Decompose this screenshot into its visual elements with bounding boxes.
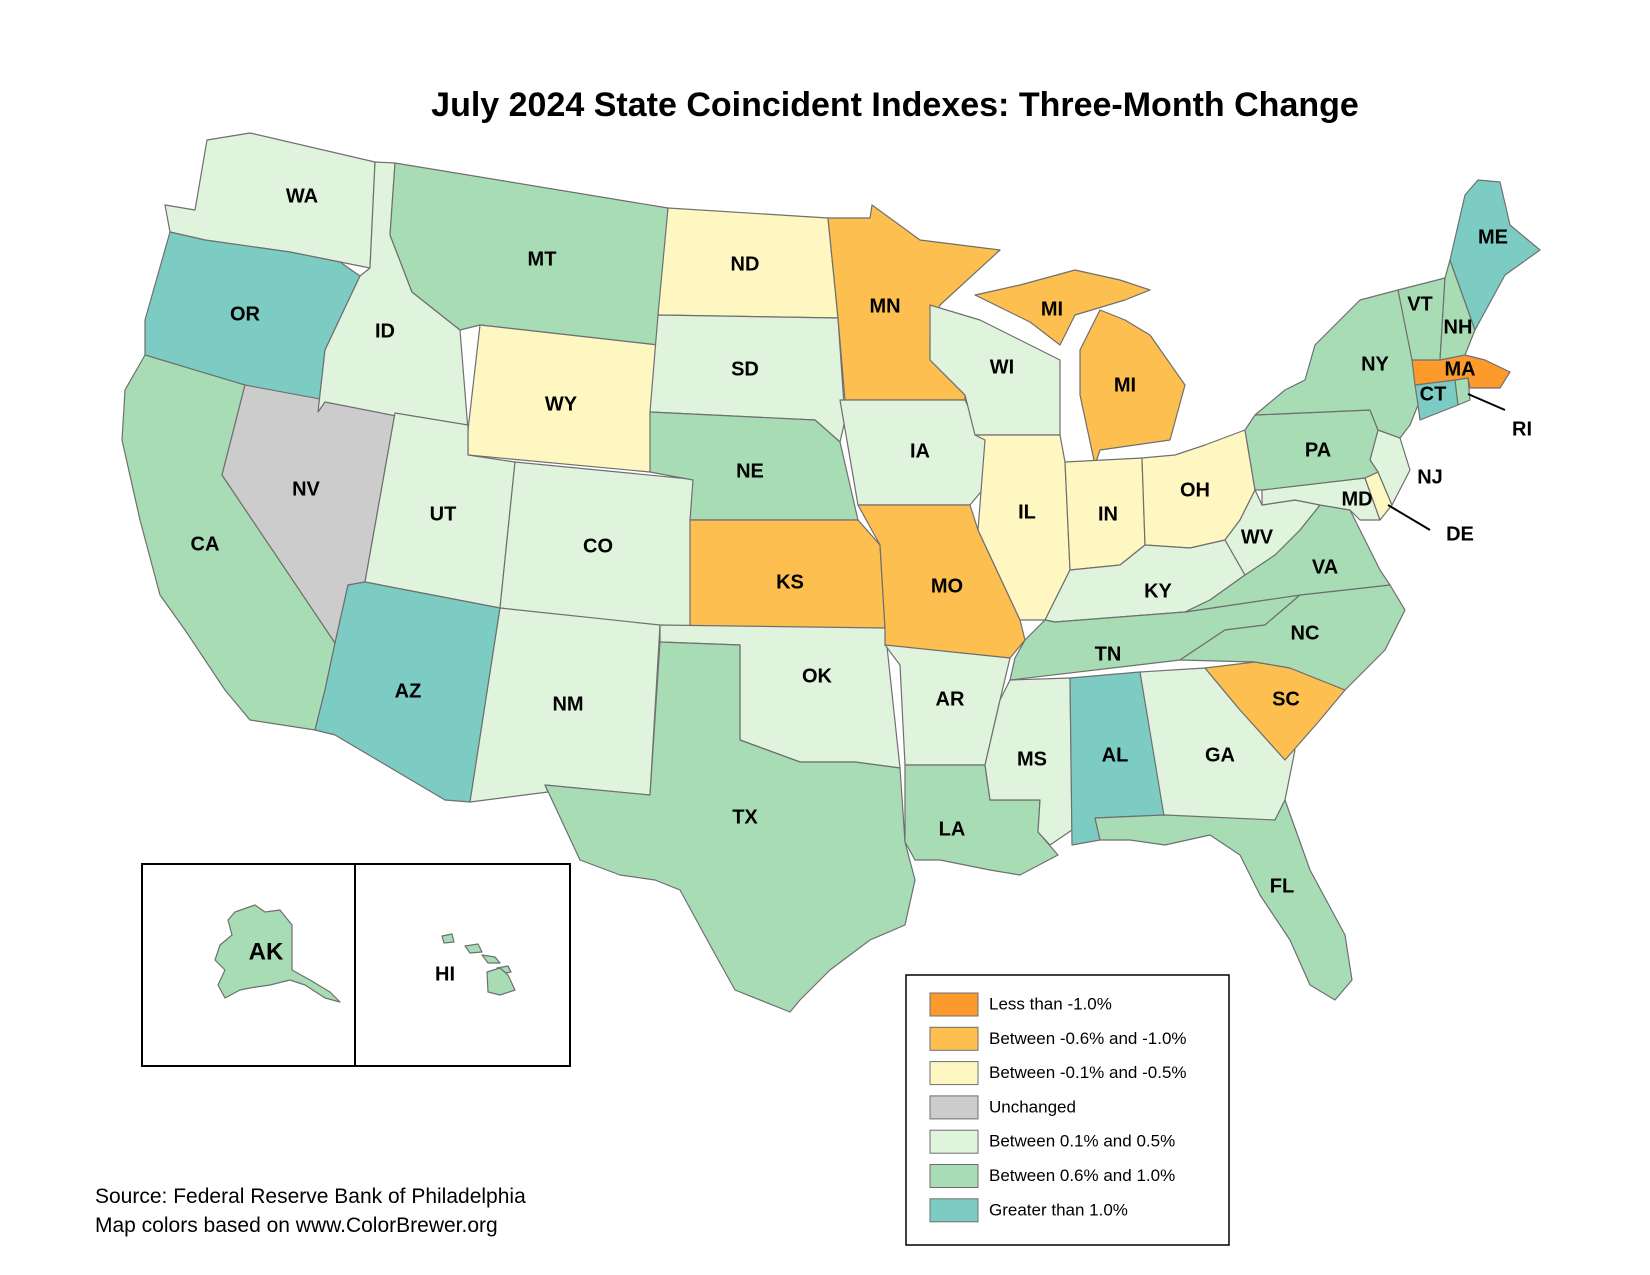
state-RI[interactable] xyxy=(1454,377,1471,406)
map-title: July 2024 State Coincident Indexes: Thre… xyxy=(431,86,1359,124)
label-OK: OK xyxy=(802,665,833,687)
label-IA: IA xyxy=(910,440,930,462)
state-HI-islands-west xyxy=(441,933,483,954)
label-MO: MO xyxy=(931,575,963,597)
label-KS: KS xyxy=(776,571,804,593)
legend-label-pos06_10: Between 0.6% and 1.0% xyxy=(989,1166,1175,1185)
state-NC[interactable] xyxy=(1179,584,1406,691)
legend-swatch-unchanged xyxy=(929,1095,979,1120)
legend-swatch-neg06_neg10 xyxy=(929,1026,979,1051)
legend-swatch-neg01_neg05 xyxy=(929,1061,979,1086)
label-CA: CA xyxy=(191,533,220,555)
state-FL[interactable] xyxy=(1094,799,1353,1001)
label-MD: MD xyxy=(1341,488,1372,510)
label-OR: OR xyxy=(230,303,261,325)
label-VA: VA xyxy=(1312,556,1338,578)
source-line-1: Source: Federal Reserve Bank of Philadel… xyxy=(95,1185,526,1208)
label-LA: LA xyxy=(939,818,966,840)
de-leader-line xyxy=(1387,504,1431,531)
label-CT: CT xyxy=(1420,383,1447,405)
label-MI-lower: MI xyxy=(1114,374,1136,396)
state-shapes xyxy=(121,132,1541,1013)
label-HI: HI xyxy=(435,963,455,985)
label-NY: NY xyxy=(1361,353,1389,375)
label-NV: NV xyxy=(292,478,320,500)
state-MA[interactable] xyxy=(1411,354,1511,389)
label-MI-upper: MI xyxy=(1041,298,1063,320)
state-TX[interactable] xyxy=(544,641,916,1013)
state-NH[interactable] xyxy=(1439,259,1476,361)
legend-label-pos01_05: Between 0.1% and 0.5% xyxy=(989,1132,1175,1151)
label-MT: MT xyxy=(528,248,557,270)
label-ME: ME xyxy=(1478,226,1508,248)
label-WV: WV xyxy=(1241,526,1274,548)
legend-label-neg06_neg10: Between -0.6% and -1.0% xyxy=(989,1029,1187,1048)
label-PA: PA xyxy=(1305,439,1331,461)
label-WI: WI xyxy=(990,356,1014,378)
label-SD: SD xyxy=(731,358,759,380)
label-TX: TX xyxy=(732,806,758,828)
state-AK[interactable] xyxy=(214,904,341,1003)
label-MA: MA xyxy=(1444,358,1475,380)
label-NE: NE xyxy=(736,460,764,482)
label-NH: NH xyxy=(1444,316,1473,338)
label-ID: ID xyxy=(375,320,395,342)
ri-leader-line xyxy=(1467,393,1506,411)
source-line-2: Map colors based on www.ColorBrewer.org xyxy=(95,1214,498,1237)
state-labels: WA OR CA NV ID MT WY UT AZ CO NM ND SD N… xyxy=(191,185,1532,985)
label-VT: VT xyxy=(1407,293,1433,315)
label-NJ: NJ xyxy=(1417,466,1443,488)
label-IL: IL xyxy=(1018,501,1036,523)
label-AR: AR xyxy=(936,688,965,710)
state-HI-group[interactable] xyxy=(441,933,516,996)
state-MO[interactable] xyxy=(857,504,1026,659)
legend-swatch-pos06_10 xyxy=(929,1164,979,1188)
label-WA: WA xyxy=(286,185,318,207)
label-KY: KY xyxy=(1144,580,1172,602)
state-MI-lower[interactable] xyxy=(1079,309,1186,466)
label-DE: DE xyxy=(1446,523,1474,545)
label-ND: ND xyxy=(731,253,760,275)
legend-label-lt_neg1: Less than -1.0% xyxy=(989,994,1112,1013)
legend-swatch-lt_neg1 xyxy=(929,992,979,1017)
label-AZ: AZ xyxy=(395,680,422,702)
label-RI: RI xyxy=(1512,418,1532,440)
label-AK: AK xyxy=(249,938,284,965)
label-GA: GA xyxy=(1205,744,1235,766)
legend-label-unchanged: Unchanged xyxy=(989,1097,1076,1116)
label-UT: UT xyxy=(430,503,457,525)
legend-swatch-pos01_05 xyxy=(929,1129,979,1154)
state-HI-big-island xyxy=(486,967,516,996)
label-TN: TN xyxy=(1095,643,1122,665)
state-ME[interactable] xyxy=(1449,179,1541,331)
label-NC: NC xyxy=(1291,622,1320,644)
hawaii-inset-box xyxy=(354,863,571,1067)
label-CO: CO xyxy=(583,535,613,557)
label-IN: IN xyxy=(1098,503,1118,525)
label-NM: NM xyxy=(552,693,583,715)
label-WY: WY xyxy=(545,393,578,415)
label-OH: OH xyxy=(1180,479,1210,501)
state-WY[interactable] xyxy=(467,324,659,473)
legend: Less than -1.0% Between -0.6% and -1.0% Be… xyxy=(905,974,1230,1246)
label-SC: SC xyxy=(1272,688,1300,710)
legend-swatch-gt1 xyxy=(929,1198,979,1223)
label-MS: MS xyxy=(1017,748,1047,770)
label-FL: FL xyxy=(1270,875,1294,897)
label-AL: AL xyxy=(1102,744,1129,766)
legend-label-gt1: Greater than 1.0% xyxy=(989,1200,1128,1219)
legend-label-neg01_neg05: Between -0.1% and -0.5% xyxy=(989,1063,1187,1082)
label-MN: MN xyxy=(869,295,900,317)
state-MI-upper[interactable] xyxy=(974,269,1151,346)
